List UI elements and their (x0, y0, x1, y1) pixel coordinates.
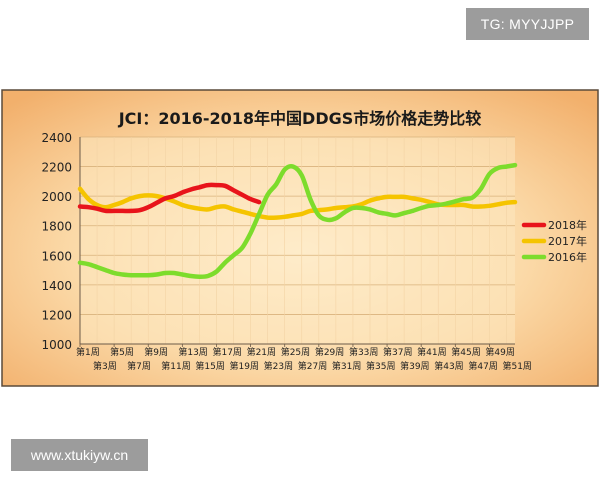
series-line-2016 (77, 162, 518, 279)
x-tick-label: 第19周 (230, 360, 259, 372)
watermark-bottom: www.xtukiyw.cn (11, 439, 148, 471)
chart-title: JCI：2016-2018年中国DDGS市场价格走势比较 (118, 109, 482, 128)
x-tick-label: 第5周 (110, 346, 134, 358)
y-tick-label: 1200 (41, 308, 72, 322)
y-tick-label: 2000 (41, 190, 72, 204)
x-tick-label: 第51周 (502, 360, 531, 372)
x-tick-label: 第37周 (383, 346, 412, 358)
x-tick-label: 第23周 (264, 360, 293, 372)
x-tick-label: 第9周 (144, 346, 168, 358)
x-tick-label: 第25周 (281, 346, 310, 358)
series-line-2018 (77, 182, 262, 214)
y-tick-label: 1400 (41, 279, 72, 293)
x-tick-label: 第35周 (366, 360, 395, 372)
legend-label-2016: 2016年 (548, 250, 587, 264)
x-tick-label: 第47周 (468, 360, 497, 372)
x-tick-label: 第11周 (161, 360, 190, 372)
x-tick-label: 第1周 (76, 346, 100, 358)
x-tick-label: 第43周 (434, 360, 463, 372)
x-tick-label: 第27周 (298, 360, 327, 372)
x-tick-label: 第7周 (127, 360, 151, 372)
x-tick-label: 第31周 (332, 360, 361, 372)
y-tick-label: 2400 (41, 131, 72, 145)
watermark-top: TG: MYYJJPP (466, 8, 589, 40)
y-tick-label: 2200 (41, 161, 72, 175)
x-tick-label: 第49周 (485, 346, 514, 358)
x-tick-label: 第29周 (315, 346, 344, 358)
x-tick-label: 第21周 (247, 346, 276, 358)
y-tick-label: 1600 (41, 249, 72, 263)
x-tick-label: 第45周 (451, 346, 480, 358)
x-tick-label: 第3周 (93, 360, 117, 372)
y-tick-label: 1000 (41, 338, 72, 352)
x-tick-label: 第33周 (349, 346, 378, 358)
legend-label-2017: 2017年 (548, 234, 587, 248)
x-tick-label: 第13周 (178, 346, 207, 358)
x-tick-label: 第17周 (212, 346, 241, 358)
y-tick-label: 1800 (41, 220, 72, 234)
x-tick-label: 第41周 (417, 346, 446, 358)
x-tick-label: 第15周 (195, 360, 224, 372)
chart-panel: JCI：2016-2018年中国DDGS市场价格走势比较 1000 1200 140… (0, 88, 600, 388)
x-tick-label: 第39周 (400, 360, 429, 372)
chart-svg: JCI：2016-2018年中国DDGS市场价格走势比较 1000 1200 140… (1, 89, 599, 387)
legend-label-2018: 2018年 (548, 218, 587, 232)
